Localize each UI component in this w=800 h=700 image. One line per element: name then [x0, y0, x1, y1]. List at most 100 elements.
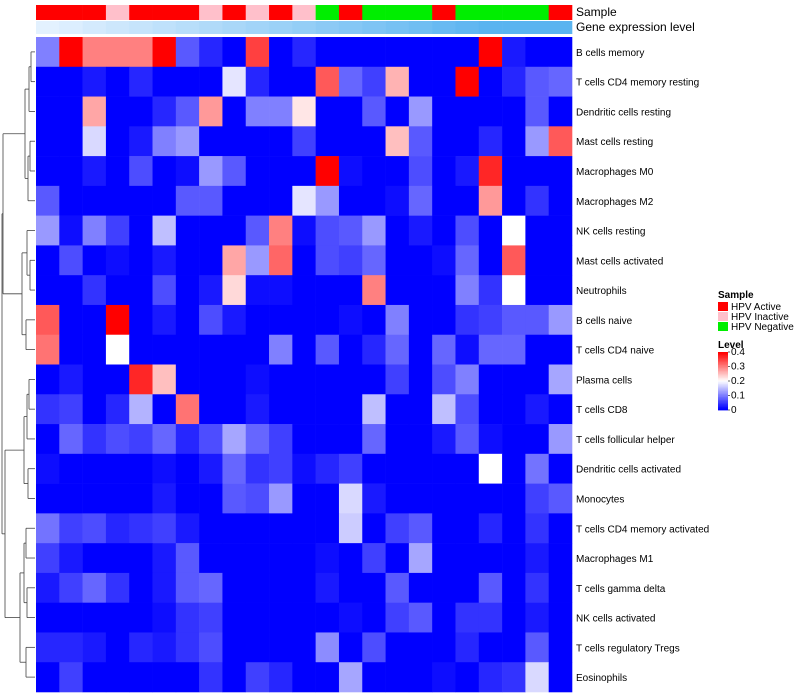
- heatmap-cell: [36, 215, 60, 246]
- legend-level-gradient-step: [718, 353, 728, 356]
- sample-annotation-cell: [362, 5, 386, 20]
- legend-level-gradient-step: [718, 373, 728, 376]
- heatmap-cell: [222, 572, 247, 603]
- gene-expression-cell: [338, 21, 363, 34]
- heatmap-cell: [36, 245, 60, 276]
- row-label: Mast cells resting: [576, 137, 653, 148]
- row-label: B cells memory: [576, 48, 644, 59]
- heatmap-cell: [362, 632, 386, 663]
- heatmap-cell: [59, 245, 83, 276]
- heatmap-cell: [338, 483, 363, 514]
- heatmap-cell: [245, 483, 270, 514]
- heatmap-cell: [455, 275, 480, 306]
- heatmap-cell: [292, 304, 316, 336]
- heatmap-cell: [245, 245, 270, 276]
- heatmap-cell: [245, 662, 270, 693]
- heatmap-cell: [292, 156, 316, 187]
- heatmap-cell: [245, 126, 270, 157]
- gene-expression-cell: [199, 21, 223, 34]
- heatmap-cell: [269, 37, 293, 68]
- row-label: T cells CD4 memory activated: [576, 524, 709, 535]
- heatmap-cell: [362, 215, 386, 246]
- heatmap-cell: [269, 215, 293, 246]
- heatmap-cell: [548, 424, 573, 455]
- heatmap-cell: [36, 185, 60, 216]
- heatmap-cell: [105, 572, 130, 603]
- heatmap-cell: [222, 334, 247, 365]
- heatmap-cell: [199, 424, 223, 455]
- heatmap-cell: [455, 662, 480, 693]
- heatmap-cell: [525, 632, 549, 663]
- heatmap-cell: [385, 662, 410, 693]
- heatmap-cell: [245, 334, 270, 365]
- legend-level-tick-label: 0.4: [731, 347, 745, 358]
- heatmap-cell: [548, 334, 573, 365]
- sample-annotation-cell: [455, 5, 480, 20]
- heatmap-cell: [59, 572, 83, 603]
- heatmap-cell: [245, 156, 270, 187]
- heatmap-cell: [199, 215, 223, 246]
- heatmap-cell: [269, 96, 293, 127]
- heatmap-cell: [315, 126, 340, 157]
- sample-annotation-cell: [269, 5, 293, 20]
- heatmap-cell: [59, 394, 83, 425]
- heatmap-cell: [315, 364, 340, 395]
- heatmap-cell: [129, 215, 153, 246]
- heatmap-cell: [129, 453, 153, 484]
- heatmap-cell: [82, 632, 107, 663]
- heatmap-cell: [105, 126, 130, 157]
- heatmap-cell: [292, 245, 316, 276]
- sample-annotation-cell: [59, 5, 83, 20]
- heatmap-cell: [385, 572, 410, 603]
- legend-level-gradient-step: [718, 404, 728, 407]
- row-label: T cells CD4 memory resting: [576, 78, 699, 89]
- heatmap-cell: [82, 453, 107, 484]
- heatmap-cell: [292, 185, 316, 216]
- row-label: T cells gamma delta: [576, 584, 666, 595]
- heatmap-cell: [478, 156, 503, 187]
- heatmap-cell: [152, 662, 177, 693]
- heatmap-cell: [362, 364, 386, 395]
- heatmap-cell: [292, 394, 316, 425]
- heatmap-cell: [245, 96, 270, 127]
- heatmap-cell: [36, 483, 60, 514]
- heatmap-cell: [385, 334, 410, 365]
- heatmap-cell: [362, 572, 386, 603]
- heatmap-cell: [175, 483, 200, 514]
- legend-level-gradient-step: [718, 370, 728, 373]
- heatmap-cell: [59, 424, 83, 455]
- heatmap-cell: [525, 364, 549, 395]
- heatmap-cell: [385, 424, 410, 455]
- heatmap-cell: [152, 304, 177, 336]
- heatmap-cell: [36, 156, 60, 187]
- heatmap-cell: [362, 453, 386, 484]
- gene-expression-cell: [269, 21, 293, 34]
- heatmap-cell: [502, 662, 526, 693]
- sample-annotation-cell: [36, 5, 60, 20]
- heatmap-cell: [105, 453, 130, 484]
- heatmap-cell: [478, 543, 503, 574]
- heatmap-cell: [199, 483, 223, 514]
- heatmap-cell: [385, 96, 410, 127]
- heatmap-cell: [315, 37, 340, 68]
- gene-expression-cell: [548, 21, 573, 34]
- heatmap-cell: [455, 96, 480, 127]
- row-label: T cells regulatory Tregs: [576, 643, 680, 654]
- heatmap-cell: [432, 275, 456, 306]
- heatmap-cell: [502, 572, 526, 603]
- heatmap-cell: [199, 245, 223, 276]
- heatmap-cell: [199, 185, 223, 216]
- heatmap-cell: [59, 543, 83, 574]
- heatmap-cell: [548, 364, 573, 395]
- heatmap-cell: [36, 632, 60, 663]
- heatmap-cell: [408, 66, 433, 97]
- heatmap-cell: [362, 126, 386, 157]
- heatmap-cell: [292, 483, 316, 514]
- sample-annotation-cell: [175, 5, 200, 20]
- heatmap-cell: [36, 394, 60, 425]
- heatmap-cell: [502, 394, 526, 425]
- heatmap-cell: [59, 602, 83, 633]
- heatmap-cell: [548, 37, 573, 68]
- heatmap-cell: [315, 304, 340, 336]
- heatmap-cell: [152, 513, 177, 544]
